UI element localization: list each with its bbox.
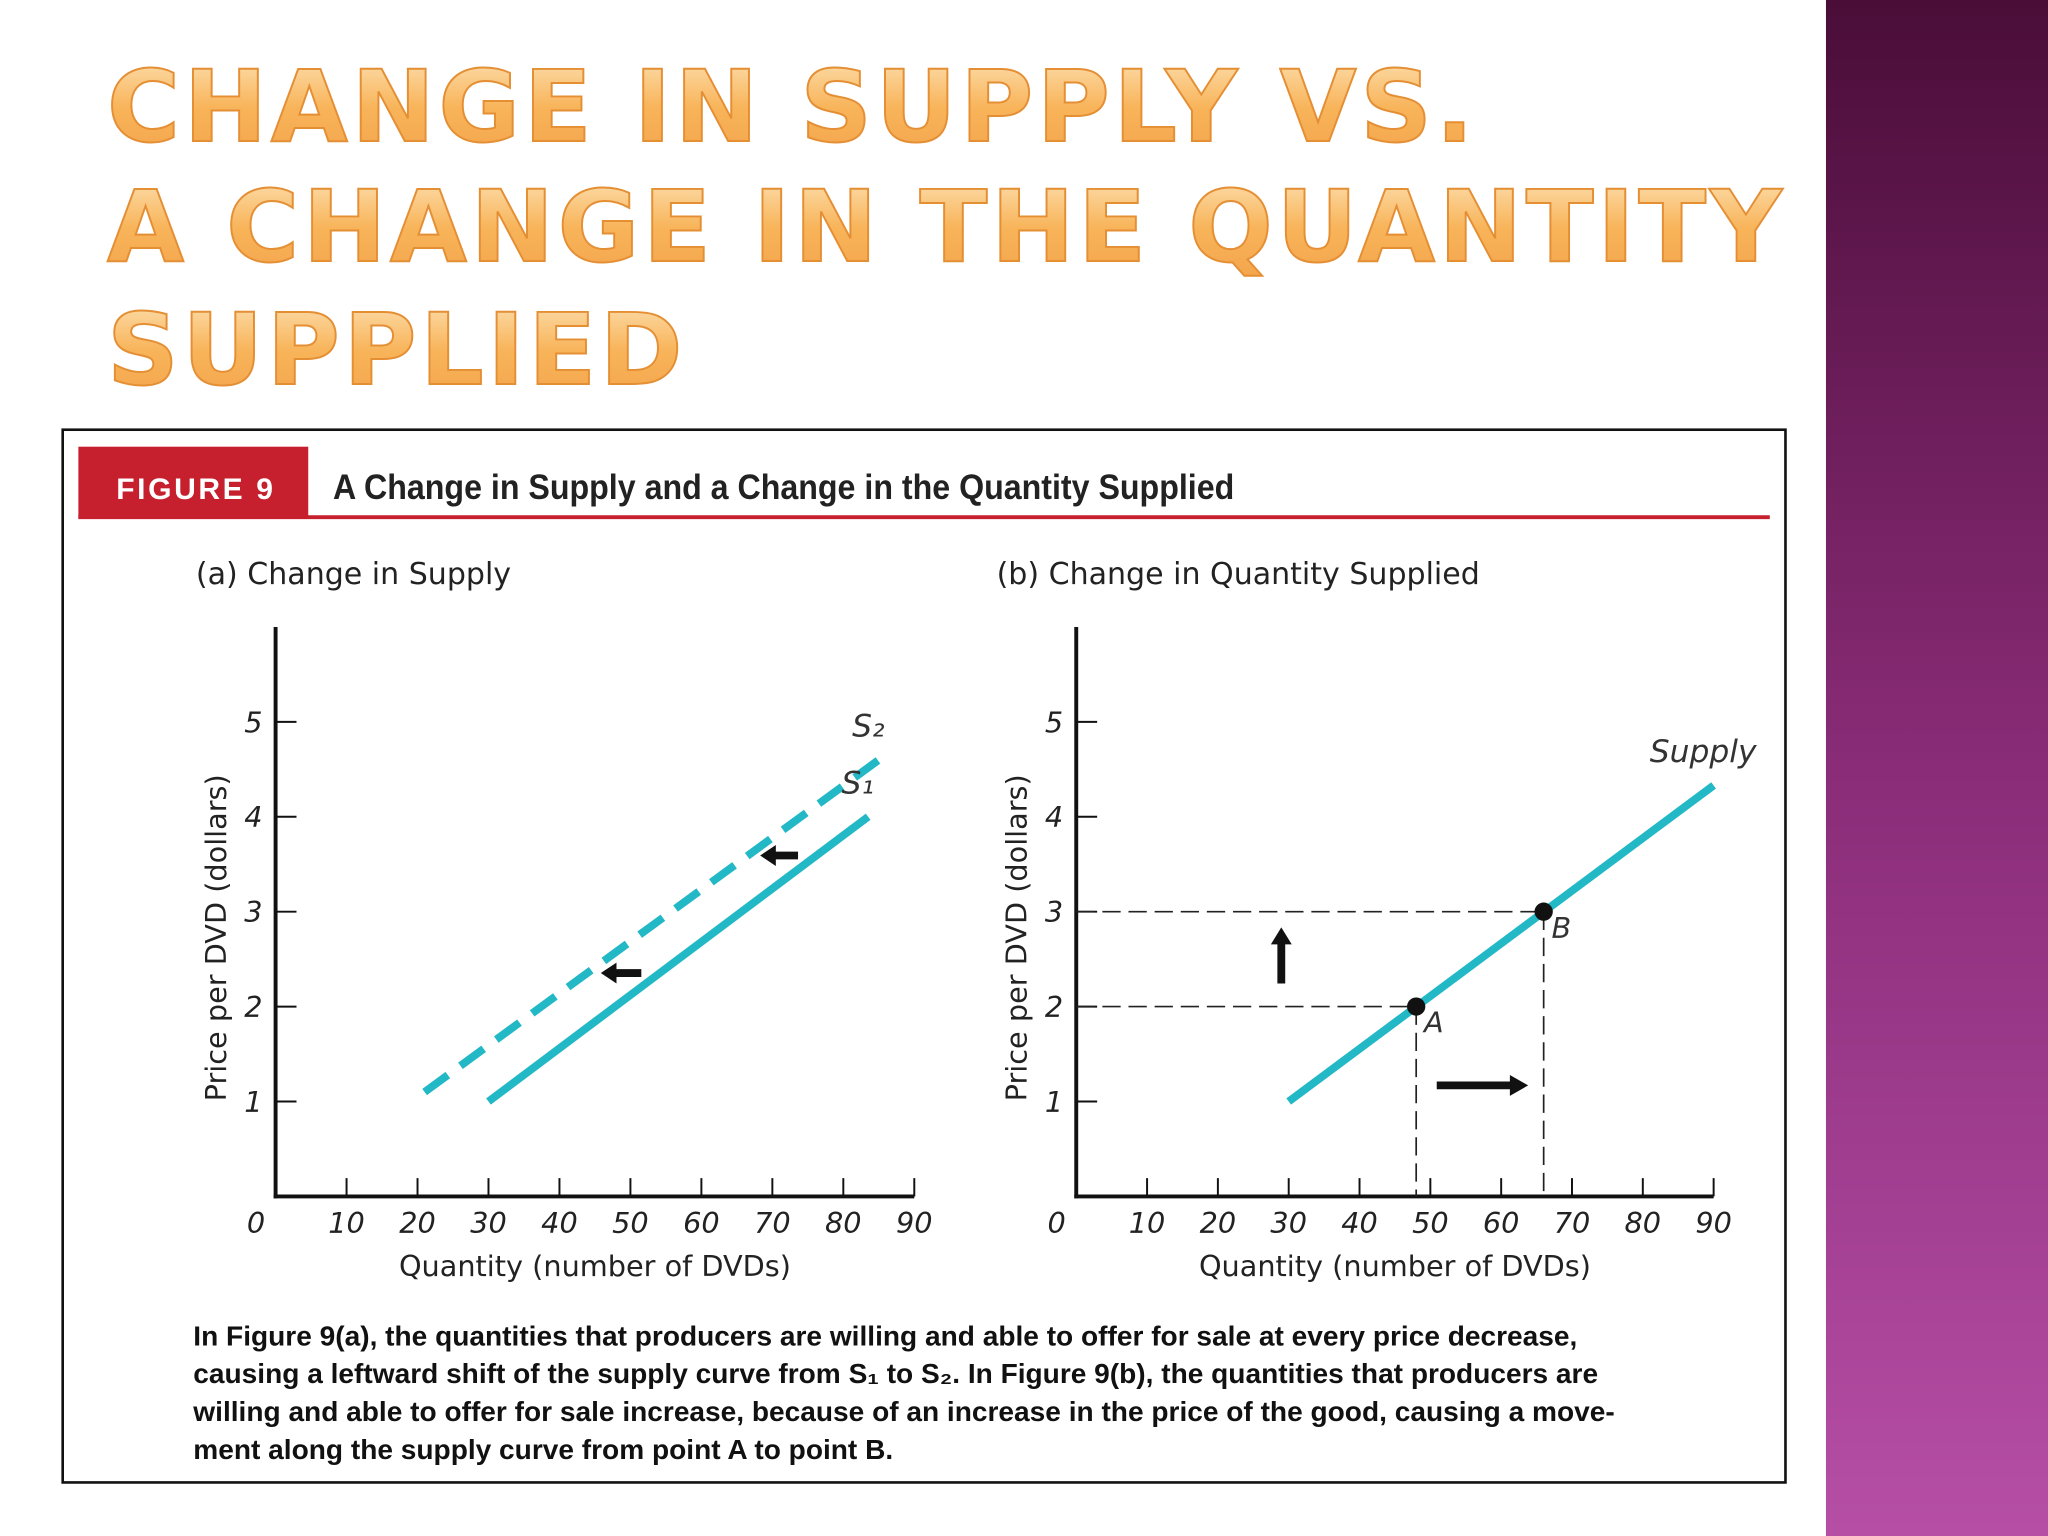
x-tick-label: 40 (1341, 1206, 1378, 1240)
x-tick-label: 70 (1554, 1206, 1591, 1240)
y-tick-label: 1 (1045, 1085, 1063, 1119)
x-tick-label: 60 (1483, 1206, 1520, 1240)
y-axis-label: Price per DVD (dollars) (199, 774, 233, 1101)
slide-title: A CHANGE IN THE QUANTITY (107, 170, 1786, 285)
x-tick-label: 20 (399, 1206, 436, 1240)
y-tick-label: 1 (244, 1085, 262, 1119)
side-band (1825, 0, 2048, 1536)
slide-title: SUPPLIED (107, 293, 686, 408)
shift-arrow (600, 962, 642, 984)
x-tick-label: 50 (612, 1206, 649, 1240)
caption-line: causing a leftward shift of the supply c… (193, 1358, 1598, 1389)
panel-title: (a) Change in Supply (196, 557, 511, 592)
slide-title: CHANGE IN SUPPLY VS. (107, 50, 1477, 165)
x-tick-label: 0 (1048, 1206, 1066, 1240)
x-tick-label: 80 (1625, 1206, 1662, 1240)
caption-line: willing and able to offer for sale incre… (192, 1396, 1614, 1427)
panel-title: (b) Change in Quantity Supplied (997, 557, 1480, 592)
series-label: S₂ (852, 708, 885, 744)
point-label: A (1422, 1006, 1444, 1040)
x-axis-label: Quantity (number of DVDs) (1199, 1249, 1591, 1283)
arrows (600, 845, 1529, 1096)
shift-arrow (760, 845, 799, 866)
x-tick-label: 40 (541, 1206, 578, 1240)
quantity-arrow (1436, 1074, 1529, 1096)
series-line (422, 756, 882, 1096)
y-tick-label: 2 (1045, 990, 1063, 1024)
x-tick-label: 10 (328, 1206, 365, 1240)
y-tick-label: 5 (1045, 705, 1063, 739)
point (1407, 997, 1426, 1016)
series-line (486, 813, 871, 1105)
x-tick-label: 60 (683, 1206, 720, 1240)
y-tick-label: 5 (244, 705, 262, 739)
x-axis-label: Quantity (number of DVDs) (399, 1249, 791, 1283)
x-tick-label: 90 (1695, 1206, 1732, 1240)
figure-title: A Change in Supply and a Change in the Q… (333, 468, 1234, 507)
x-tick-label: 10 (1129, 1206, 1166, 1240)
x-tick-label: 90 (896, 1206, 933, 1240)
figure-tab (78, 446, 309, 519)
x-tick-label: 70 (754, 1206, 791, 1240)
x-tick-label: 80 (825, 1206, 862, 1240)
point (1534, 902, 1553, 921)
y-axis-label: Price per DVD (dollars) (1000, 774, 1034, 1101)
y-tick-label: 3 (1045, 895, 1063, 929)
figure-label: FIGURE 9 (116, 473, 275, 506)
x-tick-label: 0 (247, 1206, 265, 1240)
series-line (1286, 782, 1716, 1105)
x-tick-label: 30 (470, 1206, 507, 1240)
caption-line: In Figure 9(a), the quantities that prod… (193, 1320, 1577, 1351)
y-tick-label: 4 (1045, 800, 1063, 834)
x-tick-label: 20 (1200, 1206, 1237, 1240)
series-label: Supply (1650, 734, 1757, 770)
y-tick-label: 3 (244, 895, 262, 929)
y-tick-label: 2 (244, 990, 262, 1024)
caption-line: ment along the supply curve from point A… (193, 1434, 893, 1465)
y-tick-label: 4 (244, 800, 262, 834)
x-tick-label: 30 (1270, 1206, 1307, 1240)
x-tick-label: 50 (1412, 1206, 1449, 1240)
point-label: B (1551, 911, 1571, 945)
price-arrow (1270, 927, 1292, 984)
series-label: S₁ (841, 765, 873, 801)
figure-frame (61, 428, 1787, 1484)
